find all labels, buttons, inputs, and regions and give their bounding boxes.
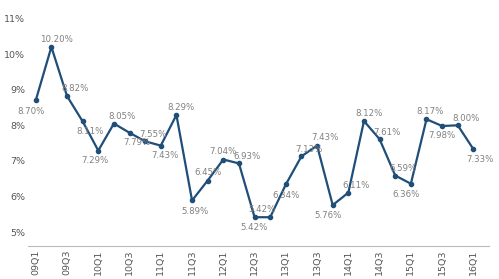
Text: 10.20%: 10.20%: [39, 35, 72, 44]
Text: 6.45%: 6.45%: [194, 168, 222, 177]
Text: 8.05%: 8.05%: [108, 112, 135, 121]
Text: 7.04%: 7.04%: [210, 147, 237, 156]
Text: 7.43%: 7.43%: [311, 133, 339, 142]
Text: 5.42%: 5.42%: [241, 223, 268, 232]
Text: 8.82%: 8.82%: [61, 85, 88, 93]
Text: 7.43%: 7.43%: [152, 151, 179, 160]
Text: 8.00%: 8.00%: [452, 114, 479, 123]
Text: 7.33%: 7.33%: [466, 155, 494, 164]
Text: 8.29%: 8.29%: [168, 103, 195, 112]
Text: 5.89%: 5.89%: [182, 207, 209, 217]
Text: 6.93%: 6.93%: [233, 152, 260, 161]
Text: 6.34%: 6.34%: [272, 191, 299, 200]
Text: 7.79%: 7.79%: [124, 138, 151, 147]
Text: 7.55%: 7.55%: [139, 130, 167, 139]
Text: 5.76%: 5.76%: [314, 211, 342, 220]
Text: 7.98%: 7.98%: [429, 131, 456, 141]
Text: 6.11%: 6.11%: [342, 181, 370, 190]
Text: 6.36%: 6.36%: [393, 190, 420, 199]
Text: 8.12%: 8.12%: [355, 109, 382, 118]
Text: 7.13%: 7.13%: [295, 145, 323, 154]
Text: 5.42%: 5.42%: [249, 205, 276, 214]
Text: 6.59%: 6.59%: [389, 164, 417, 173]
Text: 8.17%: 8.17%: [416, 107, 443, 116]
Text: 7.61%: 7.61%: [374, 128, 401, 136]
Text: 8.70%: 8.70%: [17, 107, 45, 116]
Text: 7.29%: 7.29%: [81, 156, 109, 165]
Text: 8.11%: 8.11%: [77, 127, 104, 136]
